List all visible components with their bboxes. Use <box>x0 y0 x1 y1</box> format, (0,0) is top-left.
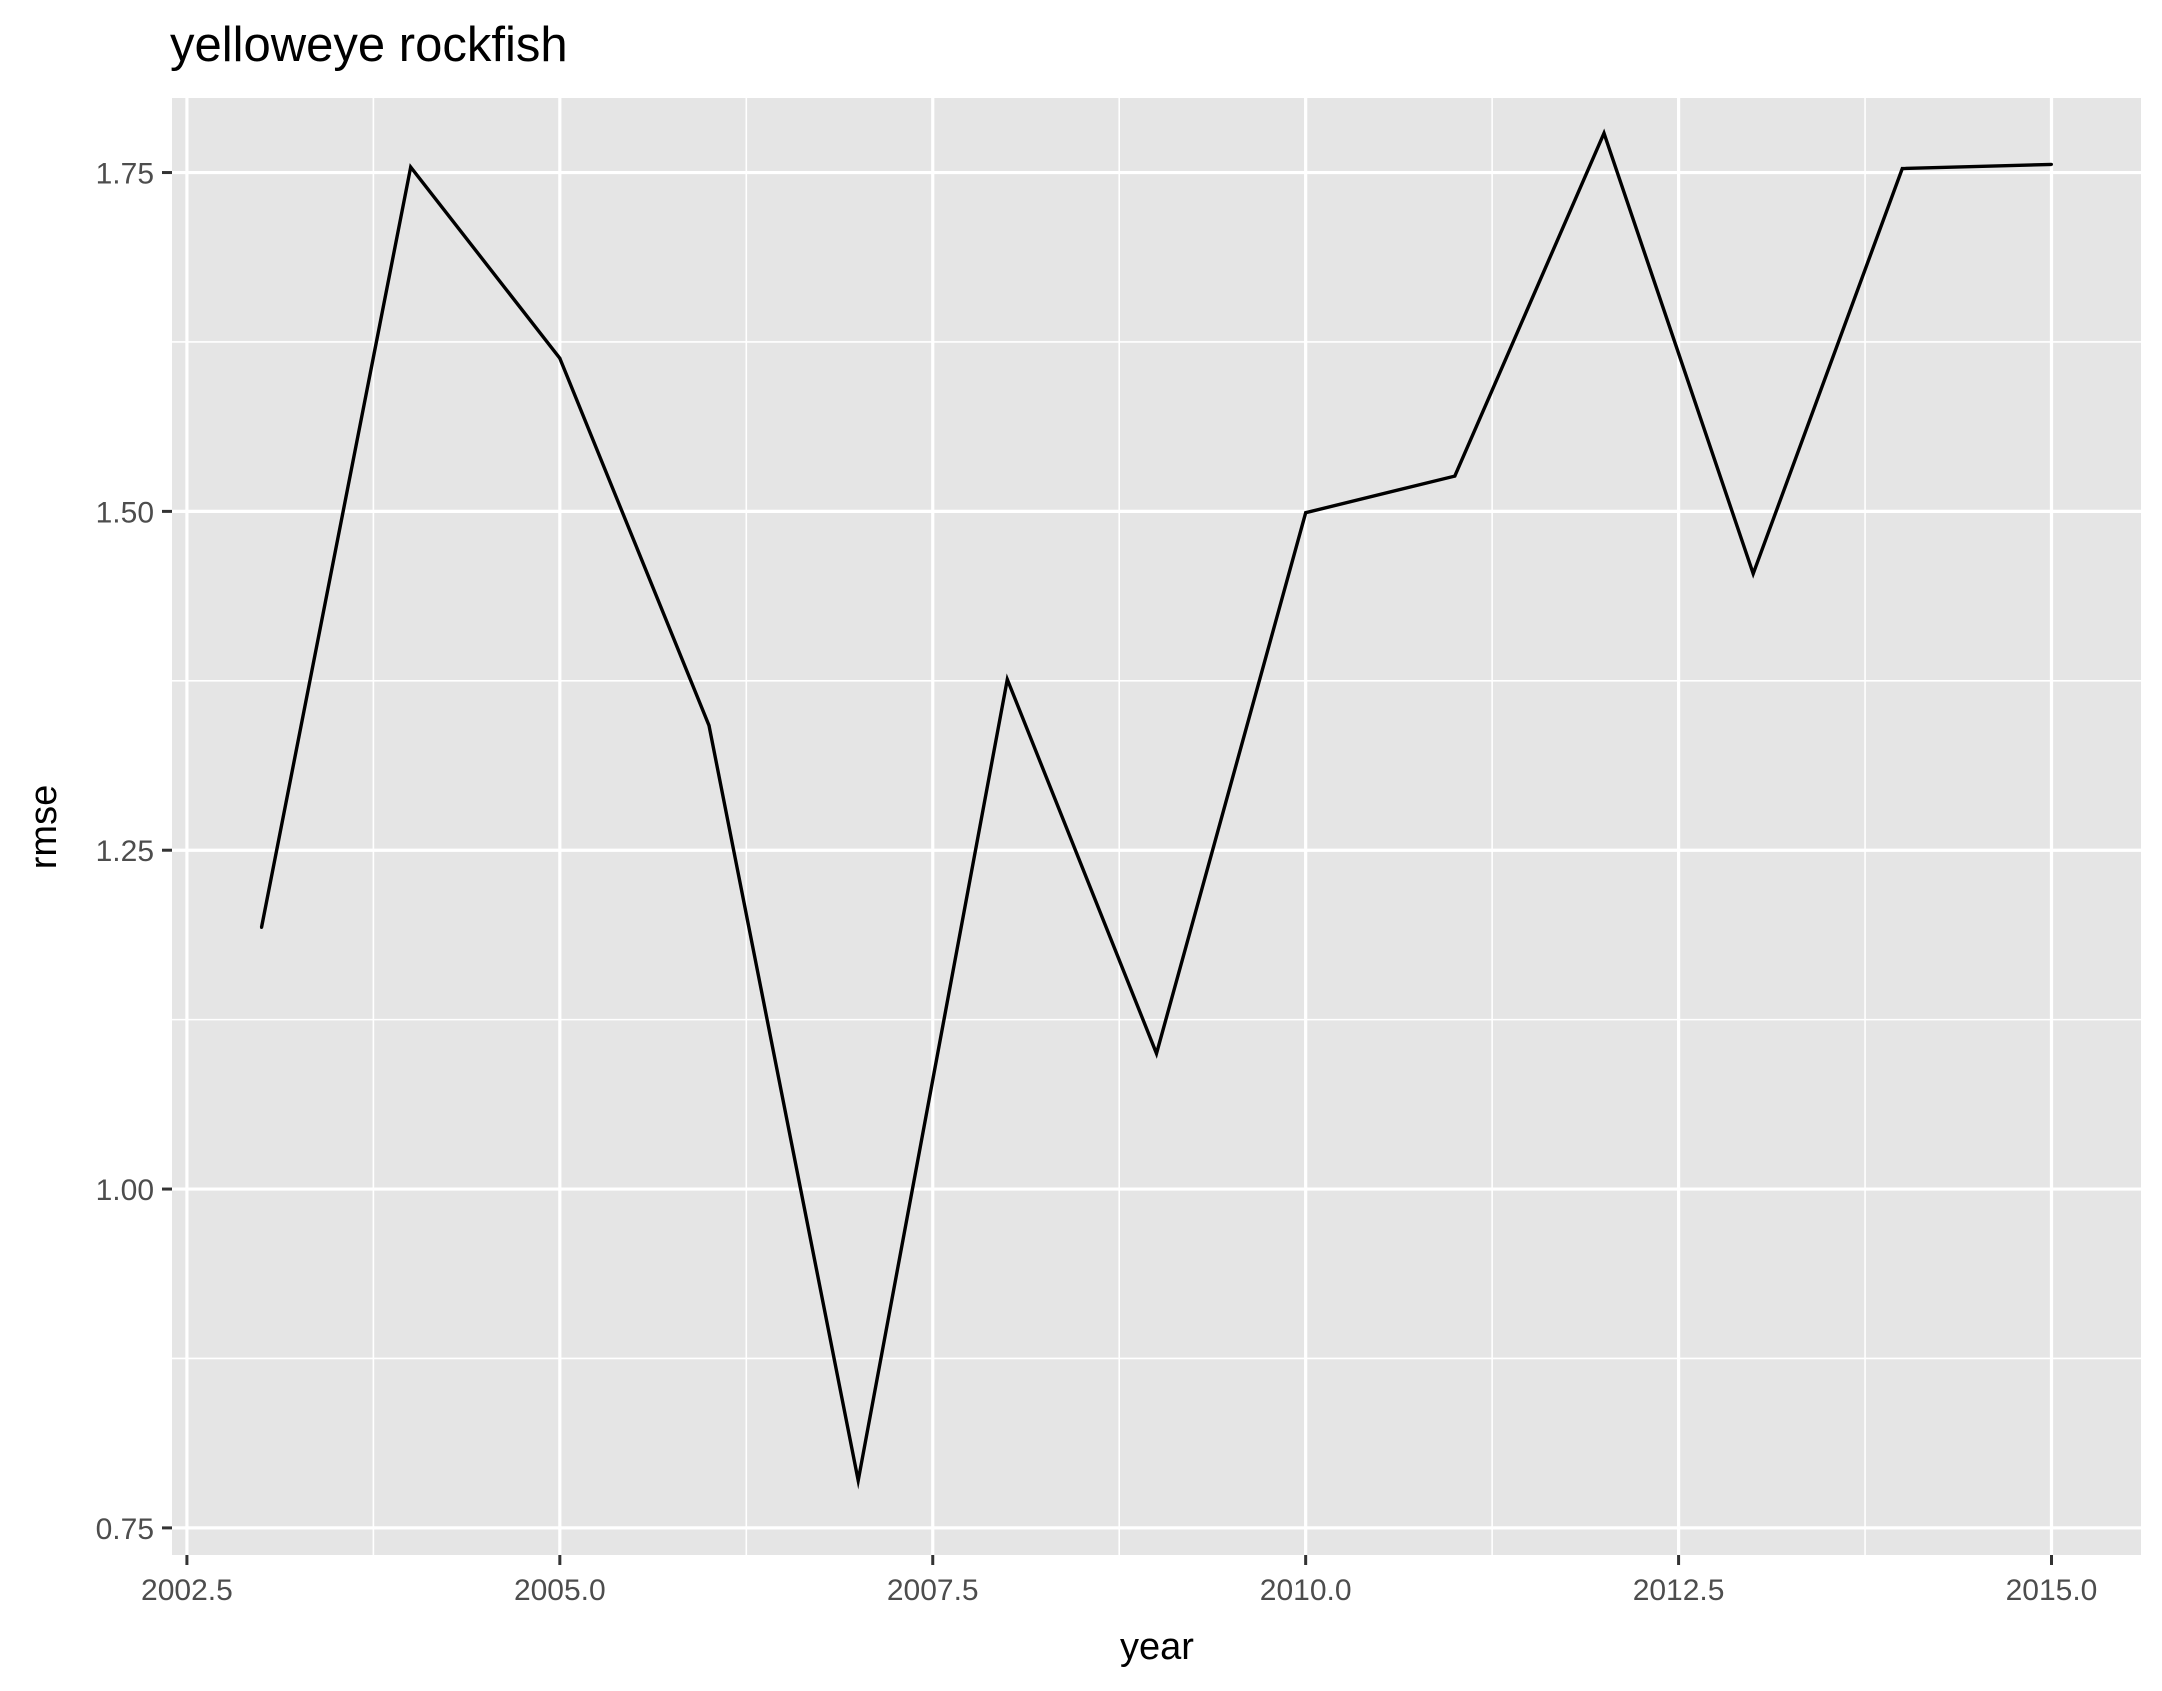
y-axis-label: rmse <box>23 785 65 869</box>
x-tick-label: 2015.0 <box>2006 1574 2098 1607</box>
data-point <box>558 356 562 360</box>
x-tick-label: 2007.5 <box>887 1574 979 1607</box>
x-tick-label: 2002.5 <box>141 1574 233 1607</box>
data-point <box>1005 677 1009 681</box>
data-point <box>2050 162 2053 166</box>
x-axis-ticks: 2002.5 2005.0 2007.5 2010.0 2012.5 2015.0 <box>141 1555 2097 1607</box>
data-point <box>1602 131 1606 135</box>
data-point <box>409 165 413 169</box>
data-point <box>707 724 711 728</box>
data-point <box>1751 572 1755 576</box>
y-tick-label: 1.75 <box>96 158 154 191</box>
major-gridlines <box>172 98 2141 1555</box>
data-point <box>260 925 263 929</box>
data-point <box>1155 1052 1158 1056</box>
data-point <box>1304 511 1308 515</box>
data-point <box>1900 166 1904 170</box>
data-point <box>1453 474 1457 478</box>
x-tick-label: 2012.5 <box>1633 1574 1725 1607</box>
y-tick-label: 0.75 <box>96 1513 154 1546</box>
minor-gridlines <box>172 98 2141 1555</box>
x-tick-label: 2005.0 <box>514 1574 606 1607</box>
series-layer <box>259 128 2053 1490</box>
y-tick-label: 1.50 <box>96 496 154 529</box>
x-tick-label: 2010.0 <box>1260 1574 1352 1607</box>
y-tick-label: 1.25 <box>96 835 154 868</box>
chart-title: yelloweye rockfish <box>170 18 568 72</box>
y-axis-ticks: 0.75 1.00 1.25 1.50 1.75 <box>96 158 172 1546</box>
data-point <box>856 1478 860 1482</box>
plot-panel <box>172 98 2141 1555</box>
y-tick-label: 1.00 <box>96 1174 154 1207</box>
x-axis-label: year <box>1120 1626 1194 1668</box>
